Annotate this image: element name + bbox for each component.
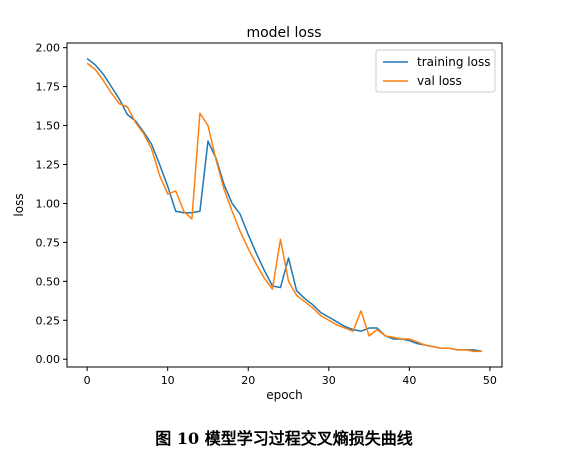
x-tick-label: 20 [241,374,255,387]
chart-title: model loss [246,25,321,41]
loss-chart: model loss 0 10 20 30 40 50 0.00 0.25 0.50 0.75 1… [12,25,503,402]
y-tick-label: 1.50 [36,120,61,133]
x-tick-label: 0 [84,374,91,387]
y-axis-label: loss [12,193,26,216]
x-axis-label: epoch [266,388,303,402]
legend-label-0: training loss [417,55,490,69]
y-tick-label: 0.75 [36,236,61,249]
y-tick-label: 0.50 [36,275,61,288]
y-tick-label: 2.00 [36,42,61,55]
x-tick-label: 10 [161,374,175,387]
y-tick-label: 1.00 [36,197,61,210]
series-line-1 [86,62,482,353]
figure-caption: 图 10 模型学习过程交叉熵损失曲线 [155,429,413,448]
x-axis: 0 10 20 30 40 50 [84,367,497,387]
y-tick-label: 1.75 [36,81,61,94]
plot-frame [66,42,503,368]
legend: training loss val loss [375,49,496,93]
y-tick-label: 0.25 [36,314,61,327]
x-tick-label: 50 [483,374,497,387]
legend-label-1: val loss [417,74,462,88]
y-tick-label: 1.25 [36,159,61,172]
series-line-0 [86,57,483,353]
x-tick-label: 30 [322,374,336,387]
x-tick-label: 40 [402,374,416,387]
y-axis: 0.00 0.25 0.50 0.75 1.00 1.25 1.50 1.75 2.00 [36,42,67,366]
y-tick-label: 0.00 [36,353,61,366]
plot-lines [86,57,483,353]
